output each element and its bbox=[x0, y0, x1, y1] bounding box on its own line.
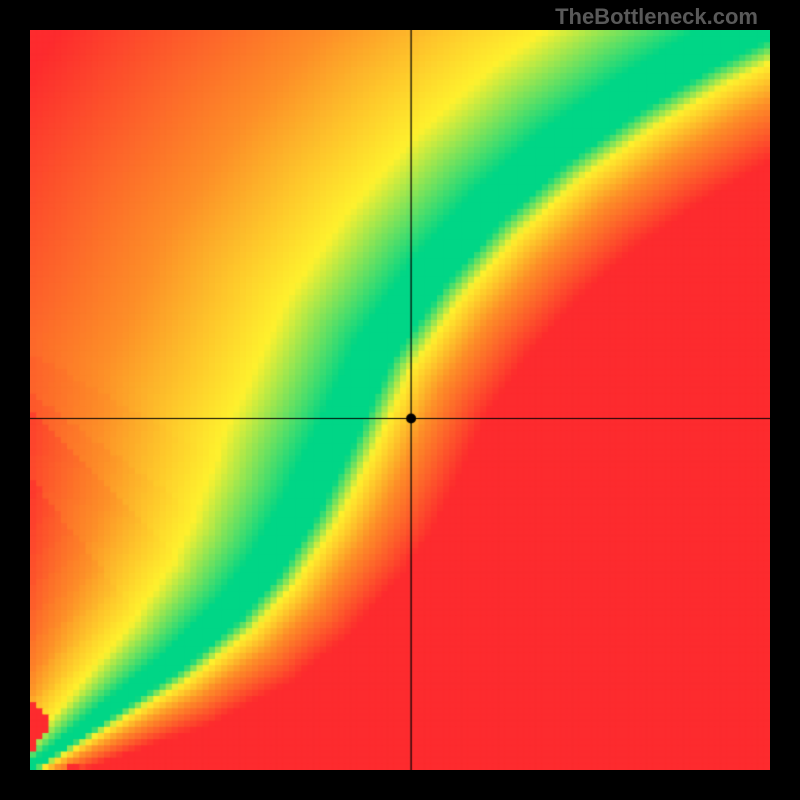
bottleneck-heatmap bbox=[30, 30, 770, 770]
chart-frame: { "watermark": { "text": "TheBottleneck.… bbox=[0, 0, 800, 800]
watermark-text: TheBottleneck.com bbox=[555, 4, 758, 30]
